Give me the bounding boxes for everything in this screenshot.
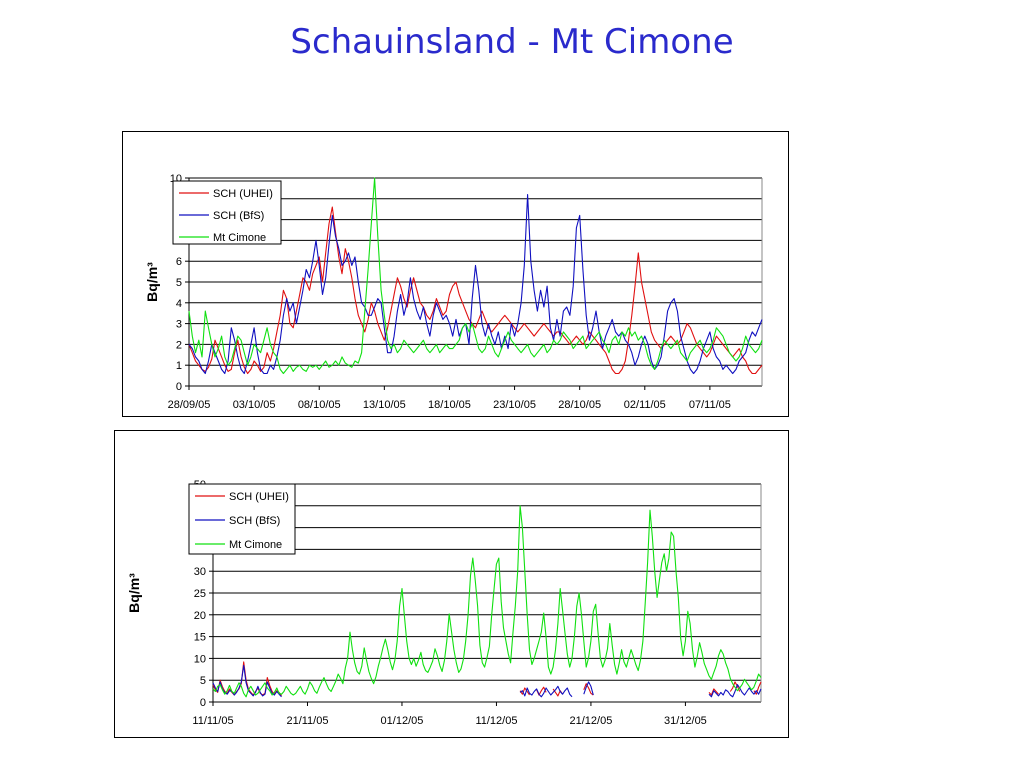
y-axis-label: Bq/m³ [126,573,142,613]
y-tick-label: 0 [176,381,182,393]
x-tick-label: 03/10/05 [233,399,276,411]
y-tick-label: 6 [176,256,182,268]
series-line-sch-uhei- [212,661,762,697]
legend-label-0: SCH (UHEI) [229,491,289,503]
legend-label-2: Mt Cimone [229,539,282,551]
legend-label-2: Mt Cimone [213,232,266,244]
x-tick-label: 21/12/05 [570,715,613,727]
chart-1: 01234567891028/09/0503/10/0508/10/0513/1… [122,131,789,417]
y-tick-label: 1 [176,360,182,372]
y-tick-label: 3 [176,319,182,331]
y-tick-label: 5 [200,675,206,687]
y-tick-label: 5 [176,277,182,289]
x-tick-label: 02/11/05 [624,399,666,411]
chart-2: 0510152025303540455011/11/0521/11/0501/1… [114,430,789,738]
legend-label-1: SCH (BfS) [229,515,280,527]
x-tick-label: 21/11/05 [286,715,328,727]
series-line-mt-cimone [188,177,763,375]
x-tick-label: 13/10/05 [363,399,406,411]
series-line-sch-bfs- [212,664,762,698]
legend-label-0: SCH (UHEI) [213,188,273,200]
legend-box [172,180,282,245]
series-line-sch-uhei- [188,206,763,375]
y-tick-label: 0 [200,697,206,709]
x-tick-label: 07/11/05 [689,399,731,411]
x-tick-label: 08/10/05 [298,399,341,411]
x-tick-label: 28/10/05 [558,399,601,411]
x-tick-label: 11/12/05 [475,715,517,727]
y-axis-label: Bq/m³ [144,262,160,302]
y-tick-label: 20 [194,610,206,622]
series-line-mt-cimone [212,505,762,698]
chart-2-svg: 0510152025303540455011/11/0521/11/0501/1… [126,479,762,727]
series-line-sch-bfs- [188,194,763,375]
y-tick-label: 4 [176,298,182,310]
x-tick-label: 18/10/05 [428,399,471,411]
y-tick-label: 2 [176,339,182,351]
y-tick-label: 15 [194,632,206,644]
legend-label-1: SCH (BfS) [213,210,264,222]
x-tick-label: 31/12/05 [664,715,707,727]
y-tick-label: 25 [194,588,206,600]
x-tick-label: 11/11/05 [192,715,233,727]
x-tick-label: 01/12/05 [381,715,424,727]
chart-1-svg: 01234567891028/09/0503/10/0508/10/0513/1… [144,173,763,411]
slide-title: Schauinsland - Mt Cimone [290,22,734,62]
y-tick-label: 30 [194,566,206,578]
x-tick-label: 23/10/05 [493,399,536,411]
x-tick-label: 28/09/05 [168,399,211,411]
y-tick-label: 10 [194,653,206,665]
